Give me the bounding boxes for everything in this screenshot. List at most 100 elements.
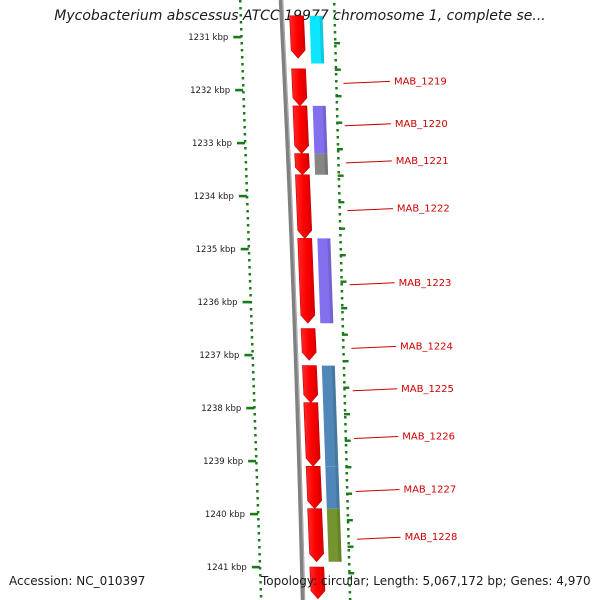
forward-gene-arrow — [305, 466, 322, 510]
scale-minor-tick — [240, 35, 243, 38]
scale-minor-tick — [243, 140, 247, 143]
gene-track-minor-tick — [342, 346, 345, 349]
scale-major-tick — [249, 512, 258, 516]
gene-track-minor-tick — [338, 206, 341, 209]
scale-minor-tick — [242, 112, 246, 115]
topology-text: Topology: circular; Length: 5,067,172 bp… — [261, 574, 591, 588]
gene-track-minor-tick — [346, 500, 349, 503]
gene-track-minor-tick — [343, 409, 347, 412]
scale-minor-tick — [241, 63, 244, 66]
gene-track-minor-tick — [336, 136, 340, 139]
gene-track-minor-tick — [342, 374, 346, 377]
gene-label-leader — [357, 536, 401, 540]
accession-text: Accession: NC_010397 — [9, 574, 146, 588]
scale-label: 1234 kbp — [194, 192, 234, 202]
gene-label: MAB_1223 — [399, 278, 452, 289]
scale-minor-tick — [239, 7, 242, 10]
gene-track-minor-tick — [343, 395, 346, 398]
gene-track-minor-tick — [347, 563, 351, 566]
scale-label: 1236 kbp — [198, 298, 238, 308]
scale-minor-tick — [254, 434, 257, 437]
scale-minor-tick — [246, 217, 250, 220]
gene-track-minor-tick — [346, 507, 349, 510]
gene-label: MAB_1219 — [394, 76, 447, 87]
scale-minor-tick — [244, 147, 247, 150]
gene-track-major-tick — [348, 572, 355, 575]
gene-track-major-tick — [346, 519, 353, 522]
gene-label: MAB_1224 — [400, 341, 453, 352]
scale-minor-tick — [250, 315, 253, 318]
gene-track-minor-tick — [346, 514, 350, 517]
gene-track-minor-tick — [347, 528, 350, 531]
scale-major-tick — [240, 247, 249, 251]
feature-block-shade — [319, 15, 325, 64]
scale-minor-tick — [252, 399, 256, 402]
feature-block-shade — [333, 408, 339, 467]
scale-minor-tick — [246, 203, 249, 206]
gene-track-minor-tick — [340, 283, 343, 286]
gene-track-minor-tick — [336, 129, 339, 132]
forward-gene-arrow — [297, 238, 316, 324]
scale-minor-tick — [250, 329, 254, 332]
scale-minor-tick — [258, 553, 261, 556]
gene-track-major-tick — [337, 174, 344, 177]
gene-track-minor-tick — [343, 381, 346, 384]
scale-minor-tick — [242, 105, 246, 108]
gene-track-minor-tick — [342, 353, 345, 356]
feature-block — [317, 238, 334, 324]
forward-gene-arrow — [303, 402, 321, 467]
gene-label-leader — [345, 160, 392, 164]
gene-label-leader — [352, 388, 398, 392]
gene-track-minor-tick — [337, 178, 341, 181]
scale-minor-tick — [243, 119, 246, 122]
scale-minor-tick — [251, 343, 254, 346]
scale-minor-tick — [253, 413, 256, 416]
scale-minor-tick — [244, 168, 248, 171]
gene-track-minor-tick — [333, 3, 336, 6]
scale-minor-tick — [249, 294, 252, 297]
gene-label-leader — [347, 208, 393, 212]
scale-minor-tick — [259, 588, 263, 591]
gene-track-major-tick — [343, 386, 350, 389]
scale-minor-tick — [240, 49, 244, 52]
scale-minor-tick — [251, 357, 254, 360]
gene-track-minor-tick — [333, 31, 337, 34]
gene-track-minor-tick — [333, 24, 337, 27]
scale-minor-tick — [244, 161, 248, 164]
scale-label: 1237 kbp — [199, 351, 239, 361]
scale-minor-tick — [249, 301, 253, 304]
scale-minor-tick — [254, 455, 258, 458]
scale-minor-tick — [253, 420, 257, 423]
gene-track-minor-tick — [334, 45, 337, 48]
gene-label: MAB_1225 — [401, 384, 454, 395]
gene-track-minor-tick — [336, 150, 340, 153]
gene-label-leader — [349, 282, 395, 286]
scale-minor-tick — [240, 42, 243, 45]
feature-block-shade — [327, 238, 334, 324]
gene-label-leader — [354, 436, 399, 439]
gene-track-minor-tick — [340, 276, 343, 279]
gene-label-leader — [343, 80, 390, 84]
gene-track-minor-tick — [333, 10, 336, 13]
gene-label-leader — [351, 345, 397, 349]
forward-gene-arrow — [289, 15, 306, 59]
scale-minor-tick — [243, 133, 247, 136]
scale-major-tick — [242, 300, 251, 304]
gene-track-major-tick — [334, 68, 341, 71]
scale-label: 1232 kbp — [190, 86, 230, 96]
gene-track-minor-tick — [344, 423, 347, 426]
gene-label: MAB_1227 — [403, 485, 456, 496]
scale-minor-tick — [241, 84, 245, 87]
gene-label: MAB_1226 — [402, 432, 455, 443]
forward-gene-arrow — [309, 566, 326, 600]
gene-track-minor-tick — [345, 458, 348, 461]
gene-track-minor-tick — [347, 535, 350, 538]
scale-label: 1238 kbp — [201, 404, 241, 414]
gene-track-minor-tick — [341, 339, 345, 342]
gene-track-minor-tick — [347, 556, 351, 559]
scale-minor-tick — [248, 266, 251, 269]
scale-minor-tick — [255, 462, 258, 465]
scale-minor-tick — [251, 364, 255, 367]
gene-track-minor-tick — [337, 157, 340, 160]
gene-track-minor-tick — [333, 17, 336, 20]
